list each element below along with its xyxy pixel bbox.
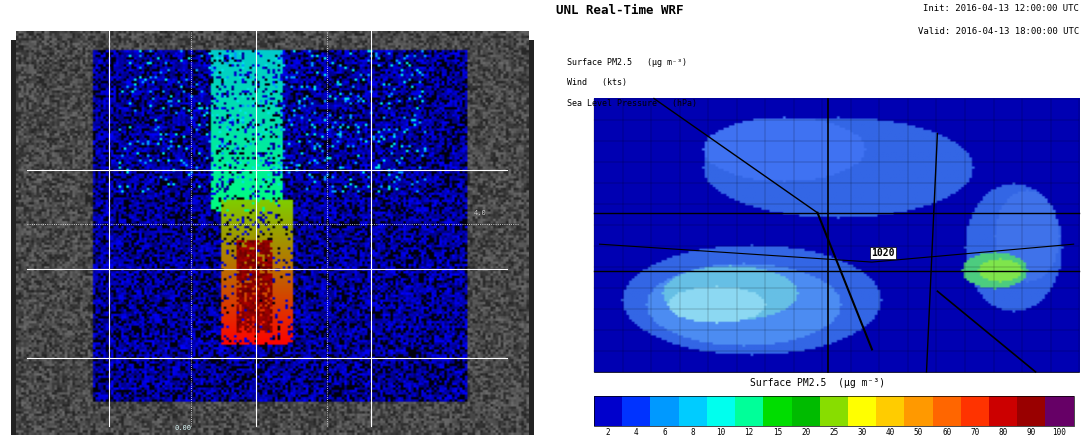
Bar — [622, 396, 651, 426]
Text: GASP Aerosol Optical Depth   2016 04 13 2345 UTC: GASP Aerosol Optical Depth 2016 04 13 23… — [101, 13, 444, 26]
Text: 40: 40 — [886, 428, 895, 437]
Bar — [960, 396, 989, 426]
Text: 60: 60 — [942, 428, 952, 437]
Text: 100: 100 — [1053, 428, 1066, 437]
Text: 4.0: 4.0 — [474, 210, 487, 216]
Bar — [594, 396, 622, 426]
Text: 70: 70 — [970, 428, 980, 437]
Text: 80: 80 — [998, 428, 1008, 437]
Text: 90: 90 — [1027, 428, 1036, 437]
Text: 25: 25 — [829, 428, 838, 437]
Bar — [989, 396, 1017, 426]
Bar — [1045, 396, 1074, 426]
Bar — [651, 396, 679, 426]
Bar — [594, 396, 1074, 426]
Bar — [594, 99, 1079, 372]
Text: 20: 20 — [801, 428, 810, 437]
Text: 0.00: 0.00 — [174, 425, 192, 431]
Bar — [707, 396, 735, 426]
Text: Wind   (kts): Wind (kts) — [567, 78, 627, 87]
Bar — [763, 396, 791, 426]
Bar — [905, 396, 933, 426]
Bar — [679, 396, 707, 426]
Text: 50: 50 — [913, 428, 923, 437]
Bar — [933, 396, 960, 426]
Bar — [848, 396, 876, 426]
Text: Sea Level Pressure   (hPa): Sea Level Pressure (hPa) — [567, 99, 697, 108]
Text: 12: 12 — [744, 428, 754, 437]
Text: Init: 2016-04-13 12:00:00 UTC: Init: 2016-04-13 12:00:00 UTC — [923, 4, 1079, 13]
Text: 6: 6 — [663, 428, 667, 437]
Text: 8: 8 — [690, 428, 695, 437]
Text: 15: 15 — [773, 428, 782, 437]
Bar — [735, 396, 763, 426]
Text: 4: 4 — [634, 428, 639, 437]
Text: 30: 30 — [858, 428, 867, 437]
Text: 10: 10 — [716, 428, 726, 437]
Bar — [820, 396, 848, 426]
Text: Surface PM2.5   (μg m⁻³): Surface PM2.5 (μg m⁻³) — [567, 58, 687, 67]
Bar — [876, 396, 905, 426]
Bar — [791, 396, 820, 426]
Bar — [1017, 396, 1045, 426]
Text: 1020: 1020 — [871, 248, 895, 258]
Text: 2: 2 — [606, 428, 610, 437]
Text: UNL Real-Time WRF: UNL Real-Time WRF — [556, 4, 683, 17]
Bar — [11, 40, 534, 435]
Text: Surface PM2.5  (μg m⁻³): Surface PM2.5 (μg m⁻³) — [750, 378, 885, 388]
Text: Valid: 2016-04-13 18:00:00 UTC: Valid: 2016-04-13 18:00:00 UTC — [918, 27, 1079, 36]
